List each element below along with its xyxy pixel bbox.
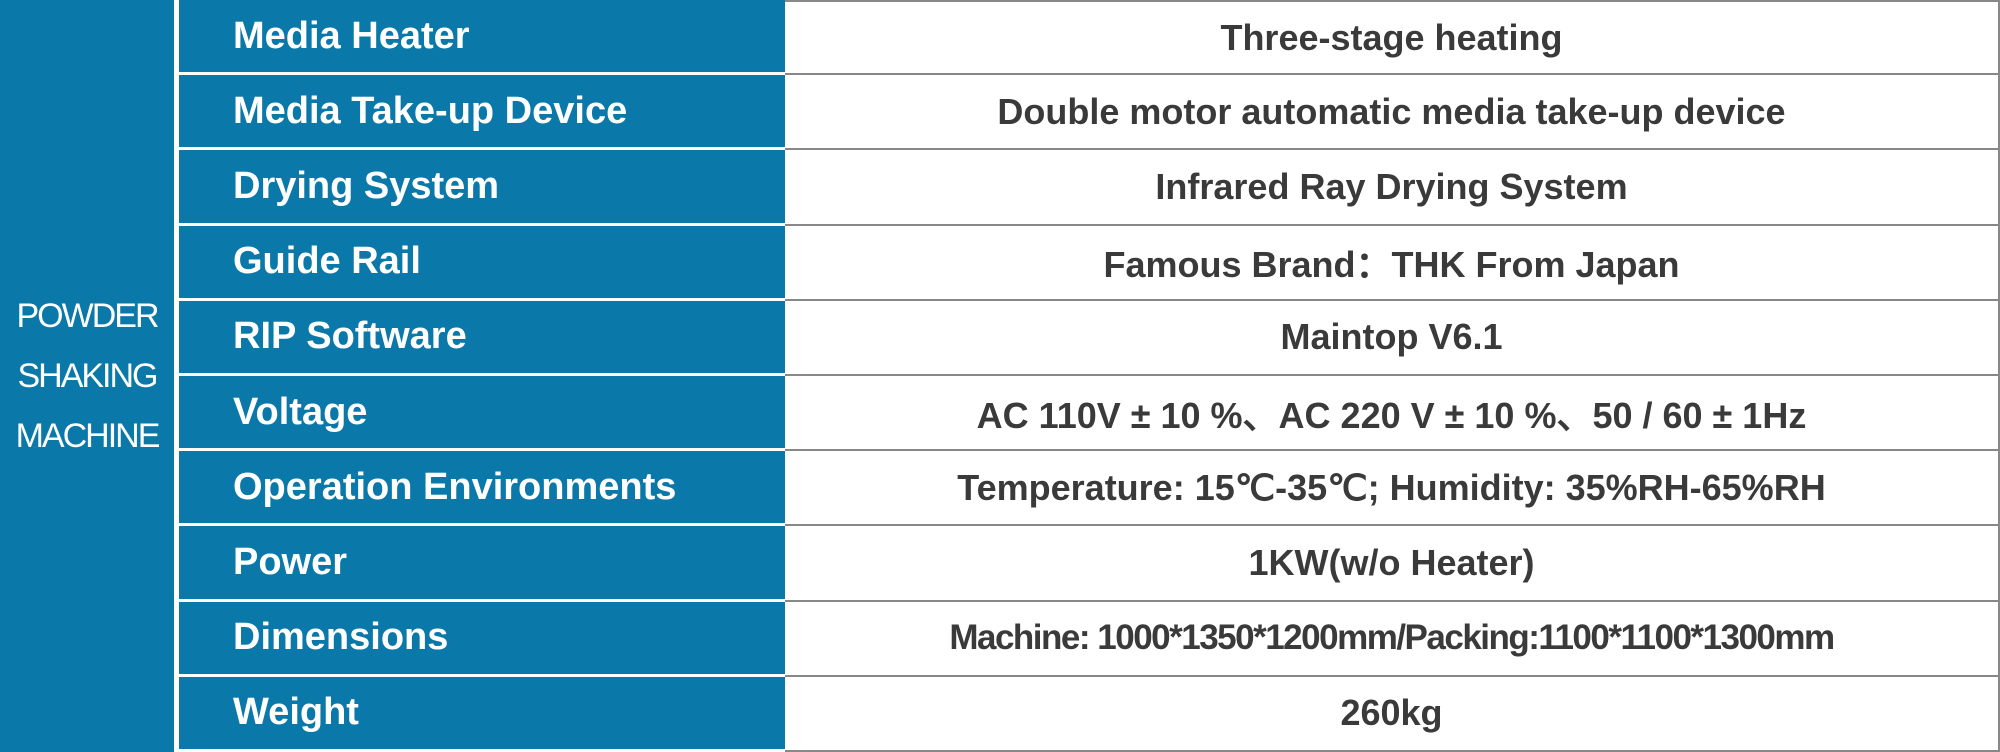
row-label: Drying System — [179, 150, 785, 226]
row-label: Guide Rail — [179, 225, 785, 301]
row-label: Dimensions — [179, 601, 785, 677]
row-label: RIP Software — [179, 300, 785, 376]
row-value: Famous Brand：THK From Japan — [785, 225, 2000, 301]
section-label: POWDER SHAKING MACHINE — [0, 0, 179, 752]
row-value: Double motor automatic media take-up dev… — [785, 75, 2000, 151]
row-label: Power — [179, 526, 785, 602]
row-value: Infrared Ray Drying System — [785, 150, 2000, 226]
row-value: Maintop V6.1 — [785, 300, 2000, 376]
row-label: Media Heater — [179, 0, 785, 76]
row-value: Machine: 1000*1350*1200mm/Packing:1100*1… — [785, 601, 2000, 677]
row-label: Operation Environments — [179, 451, 785, 527]
row-value: 1KW(w/o Heater) — [785, 526, 2000, 602]
row-value: AC 110V ± 10 %、AC 220 V ± 10 %、50 / 60 ±… — [785, 375, 2000, 452]
row-label: Media Take-up Device — [179, 75, 785, 151]
row-label: Weight — [179, 676, 785, 752]
row-value: 260kg — [785, 676, 2000, 752]
row-value: Temperature: 15℃-35℃; Humidity: 35%RH-65… — [785, 451, 2000, 527]
row-value: Three-stage heating — [785, 0, 2000, 76]
row-label: Voltage — [179, 375, 785, 452]
